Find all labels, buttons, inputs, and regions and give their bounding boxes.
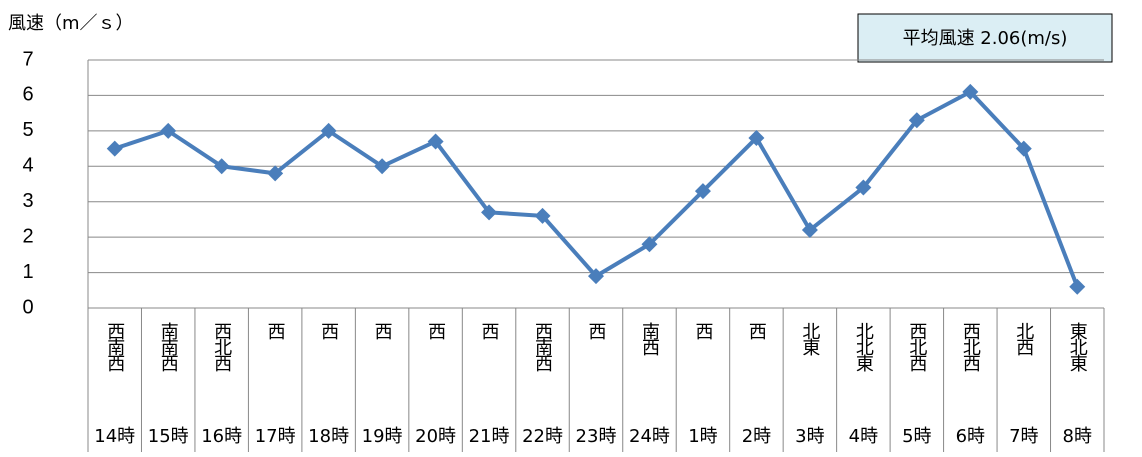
marker <box>1015 140 1032 157</box>
y-tick-label: 1 <box>22 261 33 283</box>
direction-label: 東北東 <box>1067 322 1088 372</box>
marker <box>801 222 818 239</box>
marker <box>160 122 177 139</box>
x-tick-label: 18時 <box>308 426 349 447</box>
x-tick-label: 3時 <box>795 426 824 447</box>
x-tick-label: 16時 <box>201 426 242 447</box>
x-tick-label: 5時 <box>902 426 931 447</box>
direction-label: 北東 <box>799 322 820 356</box>
y-tick-label: 5 <box>22 119 33 141</box>
direction-label: 西 <box>746 322 767 340</box>
marker <box>588 268 604 285</box>
x-tick-label: 7時 <box>1009 426 1038 447</box>
direction-label: 西 <box>318 322 339 340</box>
direction-label: 南西 <box>639 322 660 356</box>
y-tick-label: 3 <box>22 190 33 212</box>
x-tick-label: 20時 <box>415 426 456 447</box>
marker <box>320 122 337 139</box>
marker <box>213 158 230 175</box>
direction-label: 西北西 <box>960 322 981 372</box>
y-tick-label: 4 <box>22 155 33 177</box>
direction-label: 北北東 <box>853 322 874 372</box>
x-tick-label: 8時 <box>1063 426 1092 447</box>
marker <box>1069 278 1086 295</box>
x-tick-label: 19時 <box>362 426 403 447</box>
marker <box>374 158 391 175</box>
direction-label: 西北西 <box>211 322 232 372</box>
annotation: 平均風速 2.06(m/s) <box>903 28 1068 49</box>
x-tick-label: 15時 <box>148 426 189 447</box>
marker <box>641 236 658 253</box>
direction-label: 西南西 <box>104 322 125 372</box>
marker <box>481 204 498 221</box>
marker <box>962 83 979 100</box>
marker <box>534 207 551 224</box>
x-tick-label: 24時 <box>629 426 670 447</box>
marker <box>694 183 711 200</box>
direction-label: 西 <box>425 322 446 340</box>
direction-label: 西 <box>479 322 500 340</box>
x-tick-label: 6時 <box>956 426 985 447</box>
y-axis-label: 風速（m／ｓ） <box>8 13 134 34</box>
marker <box>427 133 444 150</box>
x-tick-label: 21時 <box>469 426 510 447</box>
marker <box>106 140 123 157</box>
direction-label: 西 <box>265 322 286 340</box>
x-tick-label: 4時 <box>849 426 878 447</box>
direction-label: 西南西 <box>532 322 553 372</box>
line <box>114 89 1080 288</box>
x-tick-label: 2時 <box>742 426 771 447</box>
x-tick-label: 17時 <box>255 426 296 447</box>
direction-label: 北西 <box>1013 322 1034 356</box>
x-tick-label: 1時 <box>688 426 717 447</box>
y-tick-label: 6 <box>22 84 33 106</box>
annotation-box <box>857 13 1113 63</box>
marker <box>855 179 872 196</box>
direction-label: 西 <box>586 322 607 340</box>
direction-label: 西 <box>372 322 393 340</box>
y-tick-label: 7 <box>22 48 33 70</box>
x-tick-label: 22時 <box>522 426 563 447</box>
marker <box>908 112 925 129</box>
direction-label: 南南西 <box>158 322 179 372</box>
marker <box>748 129 765 146</box>
y-tick-label: 2 <box>22 225 33 247</box>
x-tick-label: 23時 <box>576 426 617 447</box>
marker <box>267 165 284 182</box>
direction-label: 西北西 <box>906 322 927 372</box>
y-tick-label: 0 <box>22 296 33 318</box>
x-tick-label: 14時 <box>94 426 135 447</box>
direction-label: 西 <box>692 322 713 340</box>
